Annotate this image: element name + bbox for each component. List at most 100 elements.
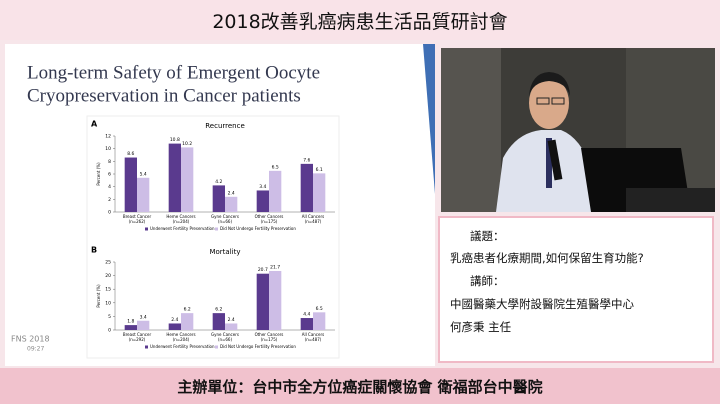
- y-tick-label: 20: [105, 273, 111, 279]
- slide: Long-term Safety of Emergent Oocyte Cryo…: [5, 44, 435, 366]
- y-tick-label: 10: [105, 300, 111, 306]
- bar: [256, 190, 269, 212]
- value-label: 6.5: [316, 306, 323, 312]
- event-title: 2018改善乳癌病患生活品質研討會: [0, 0, 720, 40]
- value-label: 5.4: [140, 171, 147, 177]
- slide-title: Cryopreservation in Cancer patients: [27, 85, 301, 106]
- legend-swatch: [145, 345, 148, 349]
- bar: [212, 313, 225, 330]
- y-tick-label: 0: [108, 328, 111, 334]
- legend-label: Did Not Undergo Fertility Preservation: [220, 344, 296, 349]
- bar: [168, 143, 181, 212]
- x-tick-label: All Cancers: [302, 332, 324, 337]
- value-label: 6.5: [272, 164, 279, 170]
- legend-label: Underwent Fertility Preservation: [150, 226, 215, 231]
- bar: [181, 313, 194, 330]
- x-tick-count: (n=204): [173, 219, 190, 224]
- x-tick-count: (n=487): [305, 337, 322, 342]
- value-label: 3.4: [259, 184, 266, 190]
- value-label: 6.2: [215, 307, 222, 313]
- bar: [137, 320, 150, 330]
- value-label: 21.7: [270, 264, 280, 270]
- y-tick-label: 5: [108, 314, 111, 320]
- organizer: 主辦單位：台中市全方位癌症關懷協會 衛福部台中醫院: [0, 368, 720, 404]
- speaker-label: 講師：: [470, 274, 505, 288]
- value-label: 6.2: [184, 307, 191, 313]
- value-label: 4.4: [303, 312, 310, 318]
- x-tick-count: (n=487): [305, 219, 322, 224]
- x-tick-label: Other Cancers: [255, 214, 284, 219]
- value-label: 1.8: [127, 319, 134, 325]
- y-tick-label: 2: [108, 197, 111, 203]
- bar: [124, 325, 137, 330]
- bar: [300, 318, 313, 330]
- panel-label: A: [91, 120, 98, 129]
- topic: 乳癌患者化療期間,如何保留生育功能?: [450, 251, 644, 265]
- x-tick-label: Other Cancers: [255, 332, 284, 337]
- value-label: 6.1: [316, 167, 323, 173]
- bar: [137, 177, 150, 212]
- bar: [300, 163, 313, 212]
- x-tick-count: (n=204): [173, 337, 190, 342]
- y-tick-label: 6: [108, 172, 111, 178]
- bar: [256, 273, 269, 330]
- x-tick-count: (n=292): [129, 337, 146, 342]
- bar: [225, 196, 238, 212]
- value-label: 10.8: [170, 137, 180, 143]
- speaker: 何彥秉 主任: [450, 320, 512, 334]
- x-tick-label: Gyne Cancers: [211, 332, 239, 337]
- value-label: 20.7: [258, 267, 268, 273]
- value-label: 3.4: [140, 314, 147, 320]
- slide-decoration: [423, 44, 435, 194]
- x-tick-count: (n=175): [261, 219, 278, 224]
- bar: [124, 157, 137, 212]
- topic-label: 議題：: [470, 229, 505, 243]
- bar: [313, 312, 326, 330]
- x-tick-count: (n=66): [218, 219, 233, 224]
- y-axis-label: Percent (%): [96, 162, 101, 186]
- value-label: 2.4: [228, 190, 235, 196]
- y-tick-label: 8: [108, 159, 111, 165]
- y-tick-label: 12: [105, 134, 111, 140]
- bar: [212, 185, 225, 212]
- y-tick-label: 0: [108, 210, 111, 216]
- value-label: 4.2: [215, 179, 222, 185]
- affiliation: 中國醫藥大學附設醫院生殖醫學中心: [450, 297, 634, 311]
- speaker-video: [441, 48, 715, 212]
- value-label: 2.4: [171, 317, 178, 323]
- y-axis-label: Percent (%): [96, 284, 101, 308]
- y-tick-label: 10: [105, 146, 111, 152]
- bar: [168, 323, 181, 330]
- legend-swatch: [145, 227, 148, 231]
- value-label: 2.4: [228, 317, 235, 323]
- chart-title: Mortality: [209, 248, 240, 256]
- y-tick-label: 4: [108, 184, 111, 190]
- value-label: 8.6: [127, 151, 134, 157]
- bar: [269, 170, 282, 212]
- bar: [181, 147, 194, 212]
- bar: [313, 173, 326, 212]
- legend-swatch: [215, 345, 218, 349]
- bar: [269, 270, 282, 330]
- legend-label: Did Not Undergo Fertility Preservation: [220, 226, 296, 231]
- x-tick-label: All Cancers: [302, 214, 324, 219]
- panel-label: B: [91, 246, 97, 255]
- slide-canvas: Long-term Safety of Emergent Oocyte Cryo…: [11, 44, 435, 359]
- x-tick-count: (n=66): [218, 337, 233, 342]
- x-tick-label: Gyne Cancers: [211, 214, 239, 219]
- value-label: 10.2: [182, 141, 192, 147]
- info-panel: 議題： 乳癌患者化療期間,如何保留生育功能? 講師： 中國醫藥大學附設醫院生殖醫…: [438, 216, 714, 363]
- y-tick-label: 25: [105, 260, 111, 266]
- x-tick-label: Breast Cancer: [123, 332, 152, 337]
- x-tick-label: Heme Cancers: [166, 214, 195, 219]
- value-label: 7.6: [303, 157, 310, 163]
- slide-footer: FNS 2018: [11, 335, 50, 344]
- slide-time: 09:27: [27, 346, 44, 353]
- x-tick-count: (n=175): [261, 337, 278, 342]
- legend-swatch: [215, 227, 218, 231]
- y-tick-label: 15: [105, 287, 111, 293]
- x-tick-label: Breast Cancer: [123, 214, 152, 219]
- legend-label: Underwent Fertility Preservation: [150, 344, 215, 349]
- x-tick-count: (n=262): [129, 219, 146, 224]
